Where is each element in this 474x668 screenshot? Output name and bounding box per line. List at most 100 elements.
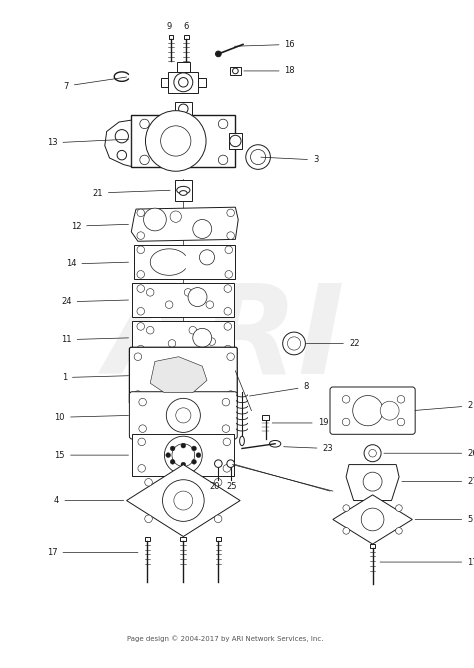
Polygon shape [150,357,207,393]
Text: 12: 12 [71,222,128,230]
Bar [184,35,189,39]
Circle shape [165,301,173,309]
Circle shape [163,480,204,521]
Text: 13: 13 [47,138,128,148]
Circle shape [225,246,233,254]
Circle shape [137,307,145,315]
Circle shape [144,208,166,231]
Ellipse shape [269,440,281,447]
Circle shape [227,209,235,216]
Circle shape [145,515,152,522]
Text: 23: 23 [283,444,333,453]
Text: 5: 5 [415,515,473,524]
Ellipse shape [177,186,190,194]
Text: 10: 10 [55,413,128,422]
Circle shape [214,515,222,522]
Circle shape [227,353,235,361]
Circle shape [287,337,301,350]
Circle shape [146,111,206,171]
FancyBboxPatch shape [132,283,235,317]
Text: 4: 4 [54,496,124,505]
Polygon shape [127,464,240,536]
Circle shape [223,464,231,472]
Circle shape [216,51,221,57]
Circle shape [233,68,238,73]
Circle shape [168,339,176,347]
Circle shape [137,232,145,239]
Circle shape [353,395,383,426]
Bar [169,35,173,39]
Bar [370,544,375,548]
Text: 6: 6 [183,22,189,31]
Text: 7: 7 [64,77,127,91]
Circle shape [227,460,235,468]
Circle shape [214,478,222,486]
FancyBboxPatch shape [129,391,237,439]
Circle shape [137,323,145,330]
Circle shape [215,460,222,468]
Circle shape [179,104,188,114]
Circle shape [193,220,212,238]
Circle shape [191,446,196,451]
Text: 17: 17 [380,558,474,566]
Polygon shape [134,245,236,279]
Text: 19: 19 [272,418,328,428]
Text: 3: 3 [261,156,319,164]
Circle shape [137,209,145,216]
Circle shape [138,438,146,446]
Text: 27: 27 [402,477,474,486]
Circle shape [137,271,145,278]
Bar [145,536,150,541]
Bar [181,536,186,541]
Circle shape [196,453,201,458]
Circle shape [145,478,152,486]
FancyBboxPatch shape [132,434,235,476]
Circle shape [396,528,402,534]
Circle shape [186,377,200,390]
Circle shape [170,460,175,464]
Polygon shape [131,207,238,241]
Circle shape [115,130,128,143]
Circle shape [164,436,202,474]
Text: 21: 21 [92,188,170,198]
Circle shape [137,345,145,353]
Text: ARI: ARI [105,279,345,400]
Circle shape [181,462,186,467]
Circle shape [189,327,197,334]
FancyBboxPatch shape [330,387,415,434]
Bar [177,62,190,72]
Circle shape [200,250,215,265]
Circle shape [208,338,216,345]
Circle shape [222,398,230,406]
Circle shape [134,353,142,361]
Circle shape [174,73,193,92]
Circle shape [230,136,241,147]
Circle shape [361,508,384,531]
Circle shape [193,329,212,347]
Circle shape [342,395,350,403]
Circle shape [146,289,154,296]
Text: 14: 14 [66,259,128,269]
Circle shape [191,460,196,464]
Text: 24: 24 [61,297,128,307]
Bar [161,77,168,87]
FancyBboxPatch shape [132,321,235,355]
Bar [229,134,242,148]
Circle shape [206,301,214,309]
Circle shape [172,444,195,466]
Circle shape [364,445,381,462]
Text: 15: 15 [55,451,128,460]
Text: 2: 2 [415,401,473,410]
Circle shape [283,332,305,355]
Text: 8: 8 [249,383,309,396]
Circle shape [117,150,127,160]
Circle shape [225,271,233,278]
Text: 17: 17 [47,548,138,557]
Circle shape [219,119,228,129]
Circle shape [181,444,186,448]
Circle shape [397,418,405,426]
Circle shape [179,77,188,87]
Circle shape [169,361,188,380]
Circle shape [170,446,175,451]
Circle shape [134,391,142,398]
